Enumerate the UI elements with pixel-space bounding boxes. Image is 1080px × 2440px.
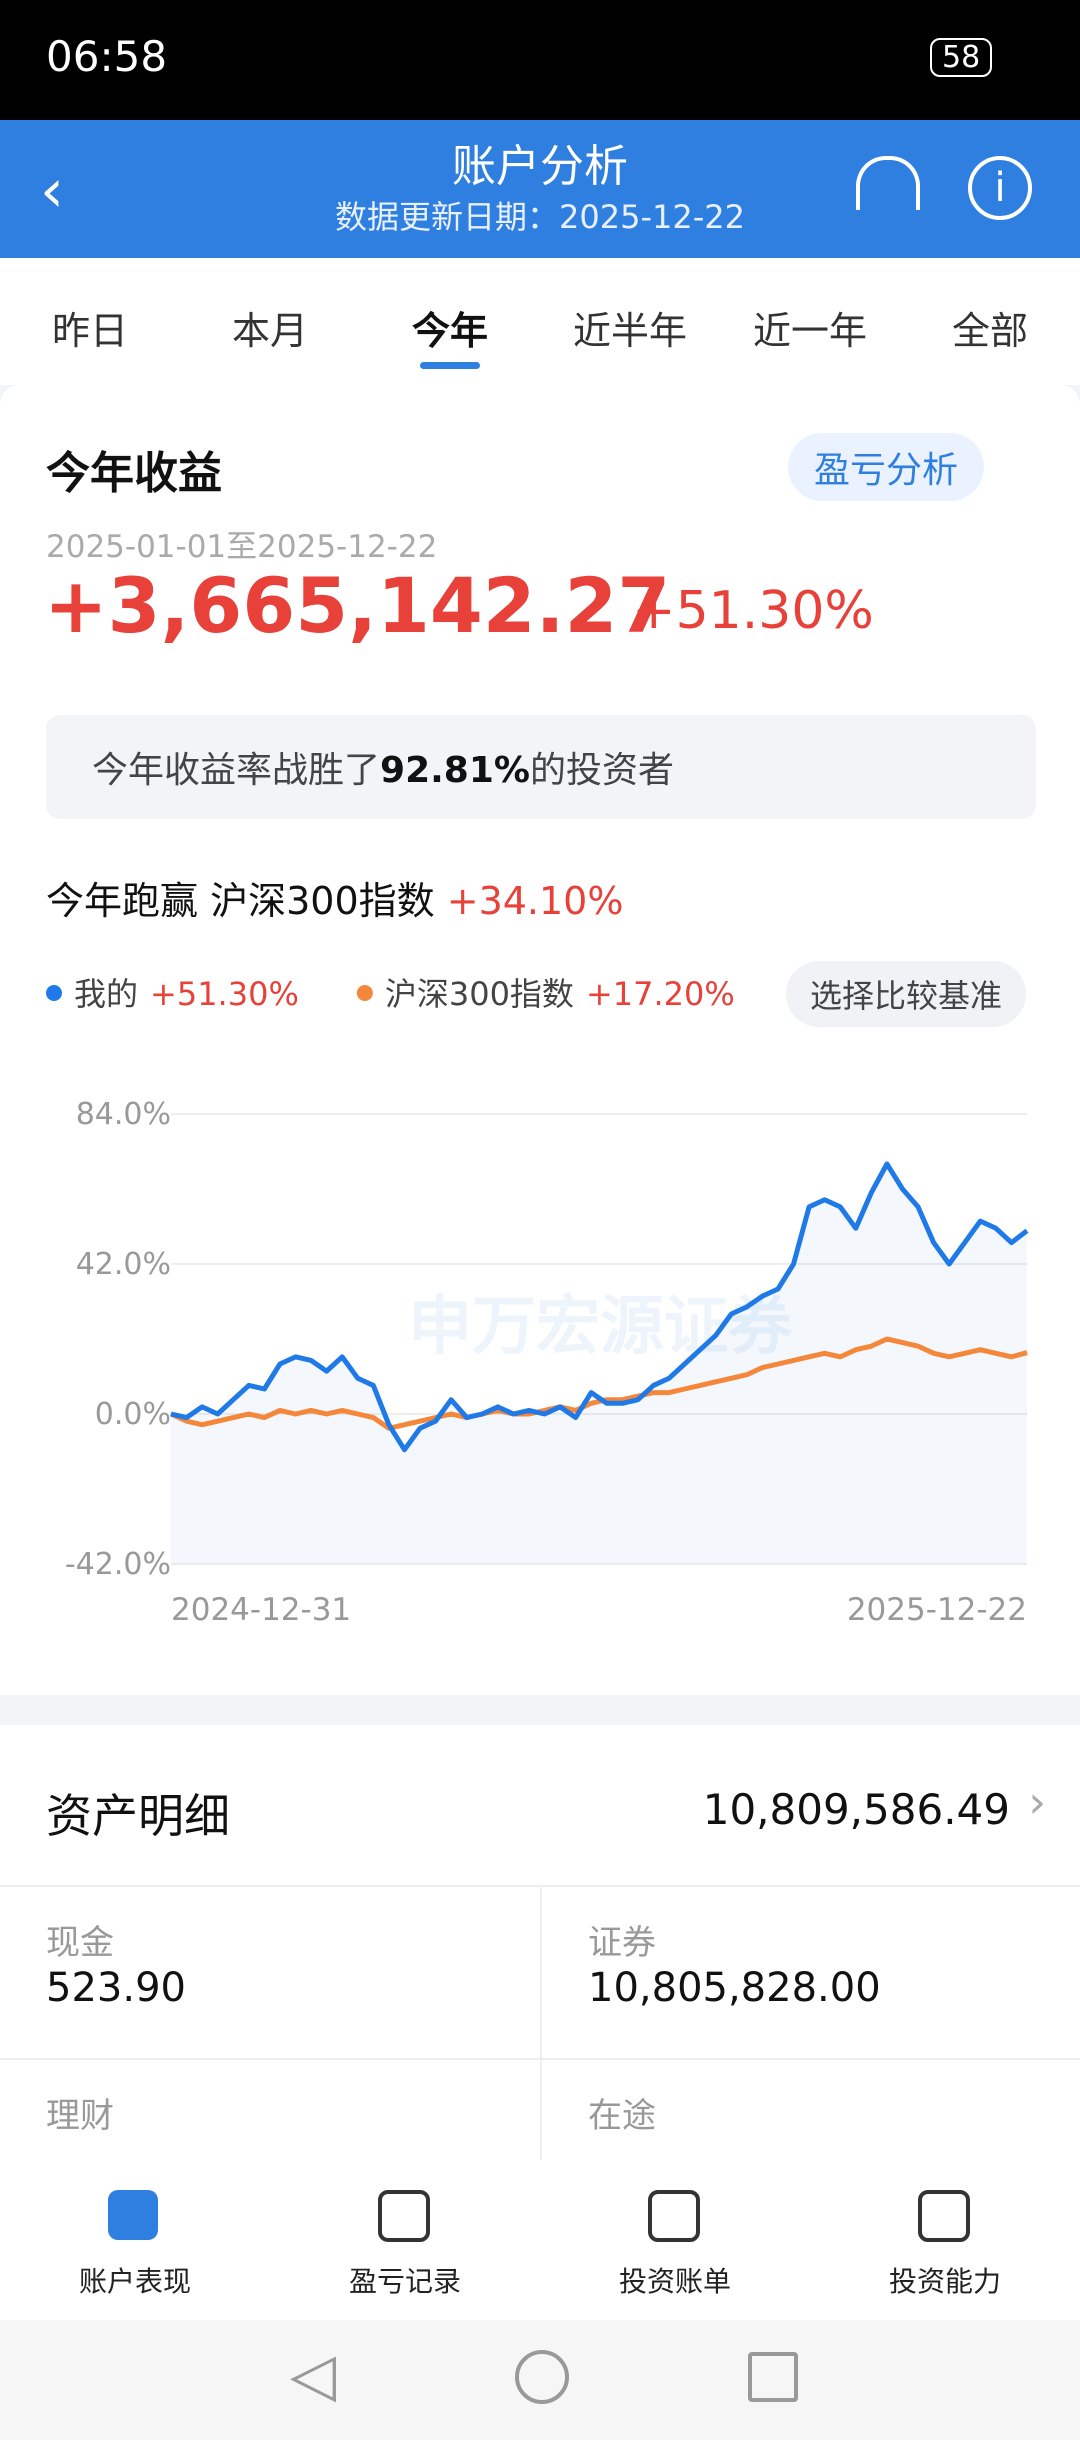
legend-dot xyxy=(356,985,373,1001)
tab[interactable]: 近半年 xyxy=(572,309,687,353)
asset-label: 证券 xyxy=(588,1923,656,1963)
nav-icon[interactable] xyxy=(648,2190,700,2242)
legend-value: +17.20% xyxy=(586,975,735,1013)
battery: 58 xyxy=(930,38,993,77)
title: 账户分析 xyxy=(452,141,628,192)
y-tick-label: 84.0% xyxy=(76,1097,171,1132)
beat-box: 今年收益率战胜了92.81%的投资者 xyxy=(46,715,1036,819)
range: 2025-01-01至2025-12-22 xyxy=(46,529,438,565)
back[interactable]: ‹ xyxy=(40,156,64,226)
legend-label: 我的 xyxy=(74,975,138,1013)
nav-label[interactable]: 账户表现 xyxy=(78,2265,191,2298)
subtitle: 数据更新日期：2025-12-22 xyxy=(335,198,745,236)
y-tick-label: 42.0% xyxy=(76,1247,171,1282)
legend-value: +51.30% xyxy=(150,975,299,1013)
legend-label: 沪深300指数 xyxy=(385,975,574,1013)
rate: +51.30% xyxy=(632,581,874,641)
chart: 我的 +51.30% 沪深300指数 +17.20% 申万宏源证券 84.0% 42.0% 0… xyxy=(46,975,1029,1628)
series-line xyxy=(170,1161,1029,1453)
nav-icon[interactable] xyxy=(918,2190,970,2242)
beat-text: 今年收益率战胜了 xyxy=(92,750,381,791)
assets-title: 资产明细 xyxy=(46,1789,230,1843)
legend-dot xyxy=(46,985,62,1001)
asset-value: 523.90 xyxy=(46,1965,186,2011)
watermark: 申万宏源证券 xyxy=(408,1290,793,1364)
nav-icon[interactable] xyxy=(108,2190,158,2240)
pl-analysis[interactable]: 盈亏分析 xyxy=(788,433,985,501)
asset-value: 10,805,828.00 xyxy=(588,1965,881,2011)
assets: 资产明细 10,809,586.49 › 现金 523.90 证券 10,805,82… xyxy=(0,1725,1080,2160)
compare-label: 今年跑赢 xyxy=(46,879,199,923)
tab-indicator xyxy=(420,362,480,369)
nav-label[interactable]: 盈亏记录 xyxy=(348,2265,461,2298)
system-nav: ◁ xyxy=(0,2320,1080,2440)
beat-text: 的投资者 xyxy=(529,750,674,791)
assets-total[interactable]: 10,809,586.49 xyxy=(702,1785,1010,1834)
x-tick-label: 2024-12-31 xyxy=(171,1592,351,1628)
tab[interactable]: 全部 xyxy=(951,309,1028,353)
bottom-nav xyxy=(0,2160,1080,2320)
tab[interactable]: 本月 xyxy=(231,309,308,353)
asset-label: 现金 xyxy=(46,1923,114,1963)
nav-label[interactable]: 投资账单 xyxy=(618,2265,731,2298)
nav-icon[interactable] xyxy=(378,2190,430,2242)
info[interactable]: i xyxy=(968,156,1032,220)
series-line xyxy=(169,1336,1028,1431)
tab[interactable]: 近一年 xyxy=(752,309,867,353)
header: ‹ 账户分析 数据更新日期：2025-12-22 i xyxy=(0,120,1080,258)
nav-label[interactable]: 投资能力 xyxy=(888,2265,1001,2298)
tab[interactable]: 今年 xyxy=(411,309,488,353)
y-tick-label: 0.0% xyxy=(95,1397,171,1432)
y-tick-label: -42.0% xyxy=(65,1547,171,1582)
asset-label: 理财 xyxy=(46,2096,114,2136)
amount: +3,665,142.27 xyxy=(44,561,671,650)
compare-index: 沪深300指数 xyxy=(210,879,435,923)
compare-diff: +34.10% xyxy=(446,879,624,923)
compare-button[interactable]: 选择比较基准 xyxy=(786,961,1027,1027)
time: 06:58 xyxy=(46,32,168,81)
status-bar: 06:58 58 xyxy=(0,0,1080,120)
asset-label: 在途 xyxy=(588,2096,656,2136)
x-tick-label: 2025-12-22 xyxy=(847,1592,1027,1628)
beat-value: 92.81% xyxy=(380,750,530,791)
profit-title: 今年收益 xyxy=(46,448,222,499)
profit-card: 今年收益 盈亏分析 2025-01-01至2025-12-22 +3,665,1… xyxy=(0,385,1080,1695)
service[interactable] xyxy=(856,156,920,210)
area xyxy=(171,1164,1027,1564)
tab-bar xyxy=(0,258,1080,385)
tab[interactable]: 昨日 xyxy=(51,309,128,353)
